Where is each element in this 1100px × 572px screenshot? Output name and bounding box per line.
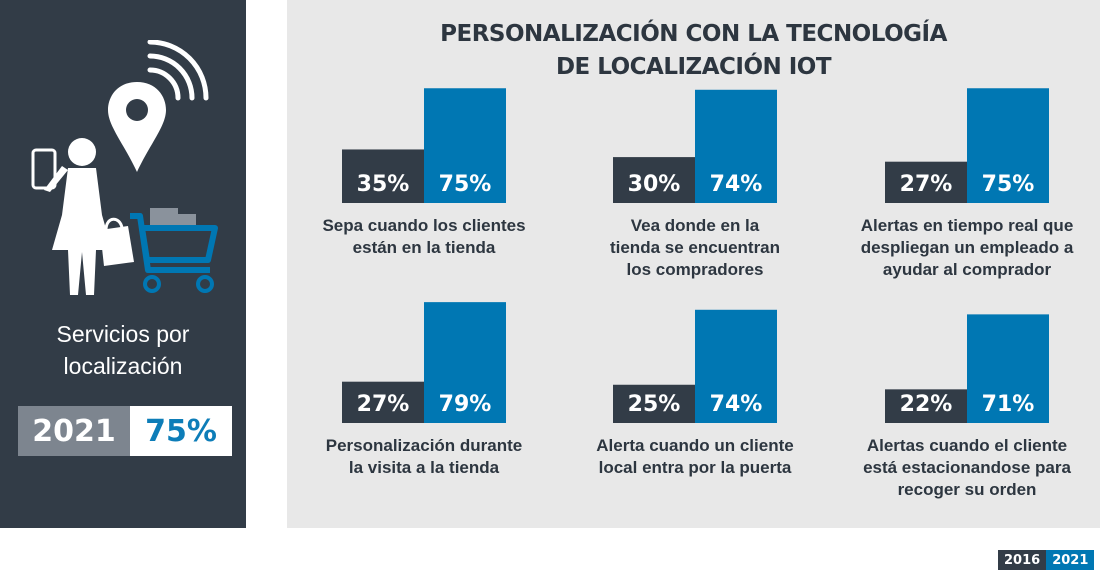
bar-1-2016 [342, 149, 424, 203]
category-label-5-line-1: Alerta cuando un cliente [596, 436, 793, 455]
bar-value-label-4-2021: 79% [439, 392, 492, 417]
bar-value-label-3-2016: 27% [900, 172, 953, 197]
bar-value-label-1-2016: 35% [357, 172, 410, 197]
bar-3-2016 [885, 161, 967, 203]
smartphone-icon [31, 148, 57, 190]
category-label-3-line-3: ayudar al comprador [883, 260, 1052, 279]
category-label-4-line-1: Personalización durante [326, 436, 523, 455]
bar-value-label-6-2016: 22% [900, 392, 953, 417]
category-label-2-line-2: tienda se encuentran [610, 238, 780, 257]
category-label-5-line-2: local entra por la puerta [599, 458, 792, 477]
category-label-1-line-1: Sepa cuando los clientes [322, 216, 525, 235]
bar-value-label-4-2016: 27% [357, 392, 410, 417]
bar-value-label-2-2016: 30% [628, 172, 681, 197]
location-pin-icon [108, 82, 166, 172]
location-services-illustration [31, 40, 218, 295]
chart-title: PERSONALIZACIÓN CON LA TECNOLOGÍA DE LOC… [287, 18, 1100, 84]
chart-panel [287, 0, 1100, 528]
bar-value-label-2-2021: 74% [710, 172, 763, 197]
bar-value-label-5-2021: 74% [710, 392, 763, 417]
category-label-6-line-1: Alertas cuando el cliente [867, 436, 1067, 455]
bar-6-2021 [967, 314, 1049, 423]
bar-value-label-6-2021: 71% [982, 392, 1035, 417]
chart-title-line-1: PERSONALIZACIÓN CON LA TECNOLOGÍA [440, 21, 947, 47]
legend-item-2021: 2021 [1046, 550, 1095, 570]
chart-legend: 2016 2021 [998, 550, 1095, 570]
chart-title-line-2: DE LOCALIZACIÓN IOT [555, 54, 832, 80]
legend-item-2016: 2016 [998, 550, 1047, 570]
bar-4-2021 [424, 302, 506, 423]
bar-value-label-1-2021: 75% [439, 172, 492, 197]
bar-5-2021 [695, 309, 777, 423]
bar-5-2016 [613, 384, 695, 423]
wifi-signal-icon [147, 40, 209, 101]
shopping-bag-icon [100, 217, 134, 266]
category-label-6-line-3: recoger su orden [898, 480, 1037, 499]
category-label-4-line-2: la visita a la tienda [349, 458, 500, 477]
bar-1-2021 [424, 88, 506, 203]
sidebar-value-badge: 75% [130, 406, 232, 456]
bar-2-2021 [695, 89, 777, 203]
category-label-2-line-3: los compradores [627, 260, 764, 279]
shopper-icon [44, 138, 112, 295]
bar-6-2016 [885, 389, 967, 423]
sidebar-label-line-1: Servicios por [56, 321, 190, 347]
bar-value-label-5-2016: 25% [628, 392, 681, 417]
sidebar-year-badge: 2021 [18, 406, 130, 456]
category-label-3-line-1: Alertas en tiempo real que [861, 216, 1074, 235]
sidebar-label: Servicios por localización [0, 318, 246, 382]
category-label-6-line-2: está estacionandose para [863, 458, 1071, 477]
category-label-3-line-2: despliegan un empleado a [861, 238, 1074, 257]
category-label-2-line-1: Vea donde en la [631, 216, 760, 235]
shopping-cart-icon [130, 208, 218, 293]
bar-value-label-3-2021: 75% [982, 172, 1035, 197]
category-label-1-line-2: están en la tienda [353, 238, 496, 257]
bar-2-2016 [613, 157, 695, 203]
sidebar-label-line-2: localización [63, 353, 183, 379]
bar-3-2021 [967, 88, 1049, 203]
bar-4-2016 [342, 381, 424, 423]
